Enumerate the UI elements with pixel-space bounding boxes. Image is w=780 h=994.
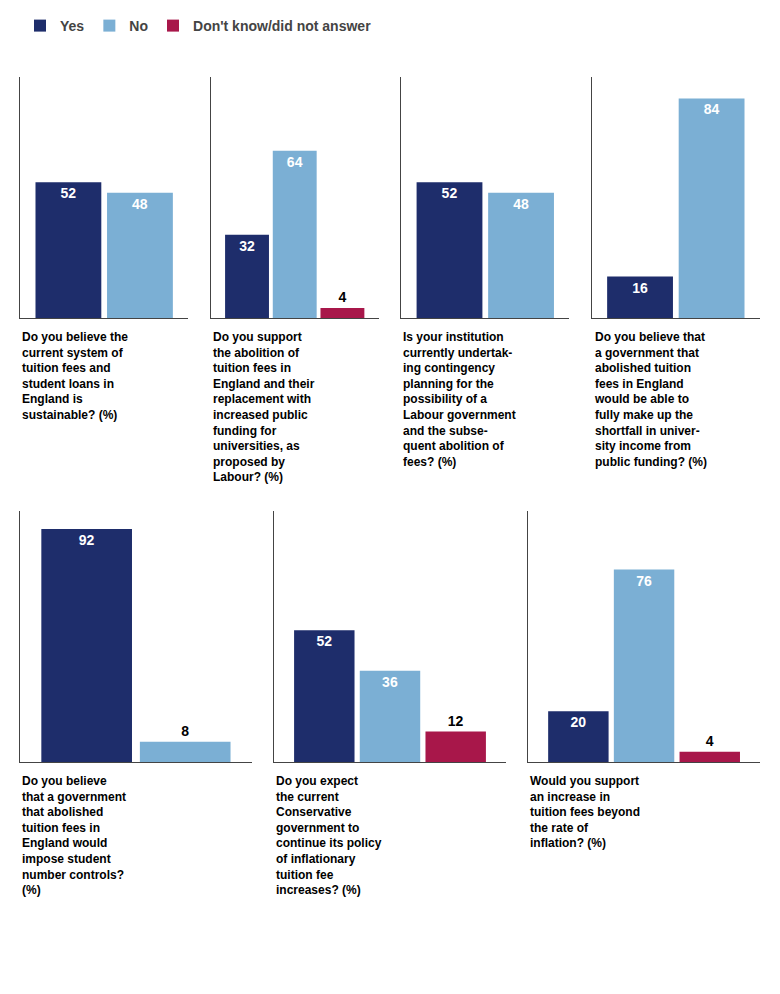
svg-text:52: 52 <box>61 185 77 201</box>
svg-text:4: 4 <box>706 733 714 749</box>
svg-text:36: 36 <box>382 674 398 690</box>
svg-text:84: 84 <box>704 101 720 117</box>
svg-text:48: 48 <box>513 196 529 212</box>
svg-text:Is your institutioncurrently u: Is your institutioncurrently undertak-in… <box>403 330 516 469</box>
svg-text:64: 64 <box>287 154 303 170</box>
svg-text:12: 12 <box>448 713 464 729</box>
svg-text:52: 52 <box>442 185 458 201</box>
svg-text:8: 8 <box>181 723 189 739</box>
svg-text:Do you believe thecurrent syst: Do you believe thecurrent system oftuiti… <box>22 330 128 422</box>
svg-text:16: 16 <box>632 280 648 296</box>
svg-text:4: 4 <box>338 289 346 305</box>
svg-text:92: 92 <box>79 532 95 548</box>
svg-text:Do you believethat a governmen: Do you believethat a governmentthat abol… <box>22 774 126 897</box>
svg-text:Do you supportthe abolition of: Do you supportthe abolition oftuition fe… <box>213 330 315 484</box>
svg-text:32: 32 <box>239 238 255 254</box>
svg-text:52: 52 <box>316 633 332 649</box>
svg-text:20: 20 <box>570 714 586 730</box>
svg-text:Do you believe thata governmen: Do you believe thata government thatabol… <box>594 330 707 469</box>
svg-text:Don't know/did not answer: Don't know/did not answer <box>193 18 371 34</box>
svg-text:No: No <box>129 18 148 34</box>
svg-text:48: 48 <box>132 196 148 212</box>
svg-text:76: 76 <box>636 573 652 589</box>
svg-text:Yes: Yes <box>60 18 84 34</box>
svg-text:Do you expectthe currentConser: Do you expectthe currentConservativegove… <box>276 774 382 897</box>
svg-text:Would you supportan increase i: Would you supportan increase intuition f… <box>530 774 640 850</box>
